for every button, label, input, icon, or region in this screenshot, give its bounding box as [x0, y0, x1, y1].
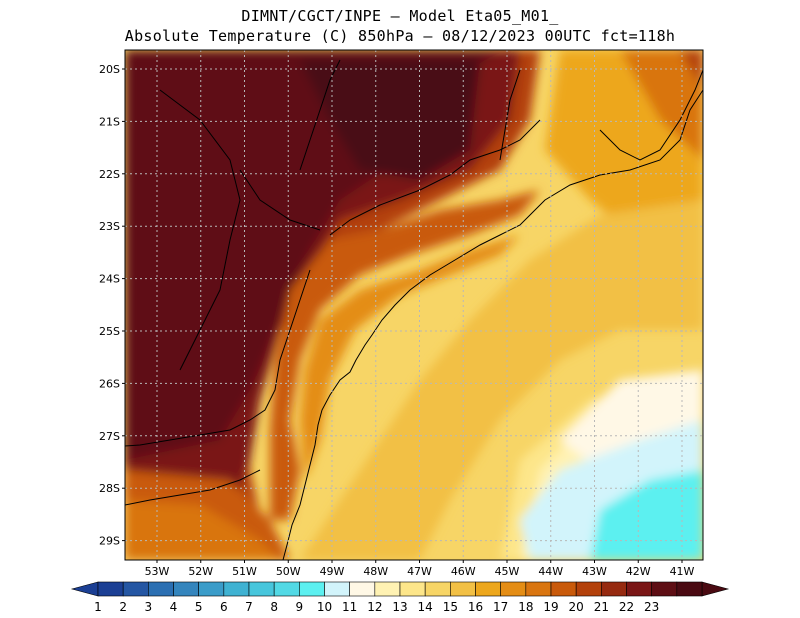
colorbar-swatch: [223, 581, 250, 597]
temperature-field: [125, 50, 703, 560]
map-frame: [124, 49, 704, 561]
colorbar-swatch: [374, 581, 401, 597]
colorbar-label-8: 8: [270, 600, 278, 614]
longitude-labels: 53W 52W 51W 50W 49W 48W 47W 46W 45W 44W 43W 42W 41W: [145, 560, 695, 578]
colorbar-swatch: [676, 581, 703, 597]
lon-label-46W: 46W: [451, 565, 476, 578]
state-border: [159, 89, 241, 371]
colorbar-swatch: [500, 581, 527, 597]
lon-label-49W: 49W: [320, 565, 345, 578]
lon-label-44W: 44W: [538, 565, 563, 578]
lat-label-28S: 28S: [99, 482, 120, 495]
lon-label-52W: 52W: [188, 565, 213, 578]
colorbar-swatch: [399, 581, 426, 597]
lon-label-43W: 43W: [582, 565, 607, 578]
lat-label-23S: 23S: [99, 220, 120, 233]
colorbar-label-2: 2: [119, 600, 127, 614]
colorbar-swatch: [122, 581, 149, 597]
colorbar-swatch: [324, 581, 350, 597]
state-border: [329, 119, 541, 236]
lat-label-29S: 29S: [99, 535, 120, 548]
map-title-line-1: DIMNT/CGCT/INPE – Model Eta05_M01_: [241, 7, 559, 25]
state-border: [125, 269, 311, 447]
colorbar-label-15: 15: [443, 600, 458, 614]
colorbar-label-21: 21: [594, 600, 609, 614]
colorbar-min-arrow: [70, 581, 99, 597]
colorbar-label-22: 22: [619, 600, 634, 614]
colorbar-label-3: 3: [145, 600, 153, 614]
colorbar-label-6: 6: [220, 600, 228, 614]
lon-label-45W: 45W: [495, 565, 520, 578]
lon-label-51W: 51W: [232, 565, 257, 578]
state-border: [599, 69, 703, 161]
colorbar-label-11: 11: [342, 600, 357, 614]
lat-label-24S: 24S: [99, 273, 120, 286]
grid-lines: [125, 50, 703, 560]
colorbar-label-9: 9: [296, 600, 304, 614]
colorbar-swatch: [273, 581, 300, 597]
colorbar-label-20: 20: [569, 600, 584, 614]
colorbar-swatch: [299, 581, 325, 597]
colorbar-max-arrow: [701, 581, 730, 597]
colorbar-label-18: 18: [518, 600, 533, 614]
colorbar-label-5: 5: [195, 600, 203, 614]
colorbar-label-13: 13: [392, 600, 407, 614]
colorbar-swatch: [198, 581, 225, 597]
lat-label-22S: 22S: [99, 168, 120, 181]
colorbar-swatch: [173, 581, 199, 597]
state-border: [125, 469, 261, 506]
map-title-line-2: Absolute Temperature (C) 850hPa – 08/12/…: [124, 27, 676, 45]
colorbar-swatch: [248, 581, 275, 597]
colorbar-swatch: [525, 581, 552, 597]
lat-label-21S: 21S: [99, 115, 120, 128]
colorbar-swatch: [148, 581, 174, 597]
lat-label-25S: 25S: [99, 325, 120, 338]
colorbar-label-19: 19: [543, 600, 558, 614]
colorbar-swatch: [626, 581, 652, 597]
colorbar: 1 2 3 4 5 6 7 8 9 10 11 12 13 14 15 16 17 18 19 20 21 22 23: [70, 581, 730, 614]
latitude-labels: 20S 21S 22S 23S 24S 25S 26S 27S 28S 29S: [99, 63, 125, 548]
lat-label-26S: 26S: [99, 377, 120, 390]
lon-label-50W: 50W: [276, 565, 301, 578]
state-border: [299, 59, 341, 171]
lat-label-20S: 20S: [99, 63, 120, 76]
colorbar-swatch: [475, 581, 501, 597]
colorbar-label-4: 4: [170, 600, 178, 614]
colorbar-label-14: 14: [418, 600, 433, 614]
colorbar-label-23: 23: [644, 600, 659, 614]
colorbar-swatch: [450, 581, 476, 597]
colorbar-swatch: [651, 581, 678, 597]
colorbar-label-16: 16: [468, 600, 483, 614]
state-border: [239, 169, 321, 231]
colorbar-label-10: 10: [317, 600, 332, 614]
lon-label-47W: 47W: [407, 565, 432, 578]
colorbar-swatch: [550, 581, 577, 597]
colorbar-swatch: [575, 581, 602, 597]
colorbar-label-12: 12: [367, 600, 382, 614]
lon-label-48W: 48W: [363, 565, 388, 578]
colorbar-swatch: [97, 581, 124, 597]
lon-label-41W: 41W: [670, 565, 695, 578]
colorbar-label-7: 7: [245, 600, 253, 614]
colorbar-swatch: [424, 581, 451, 597]
colorbar-swatch: [349, 581, 376, 597]
colorbar-label-1: 1: [94, 600, 102, 614]
lat-label-27S: 27S: [99, 430, 120, 443]
lon-label-42W: 42W: [626, 565, 651, 578]
colorbar-label-17: 17: [493, 600, 508, 614]
lon-label-53W: 53W: [145, 565, 170, 578]
colorbar-swatch: [601, 581, 627, 597]
